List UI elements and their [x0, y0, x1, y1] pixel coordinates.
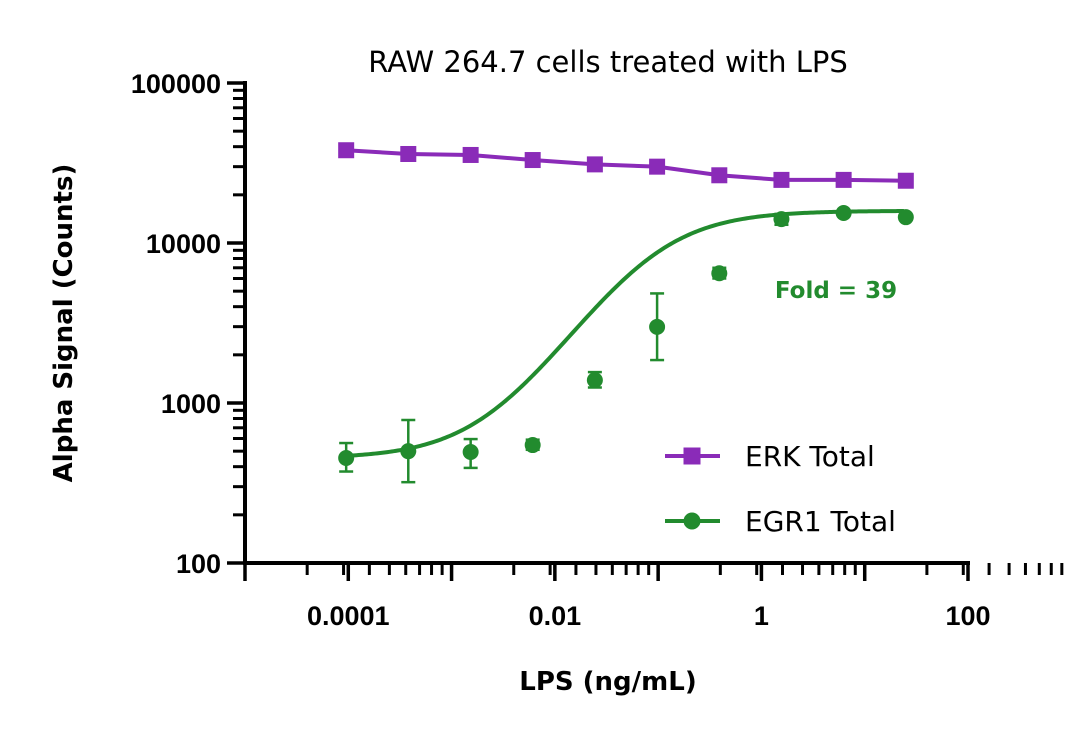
axes: 100 1000 10000 100000 0.0001 0.01 1 100 — [131, 69, 1064, 631]
erk-point — [835, 171, 852, 188]
y-tick-label: 1000 — [161, 389, 221, 419]
chart-title: RAW 264.7 cells treated with LPS — [368, 45, 848, 79]
plot-area — [338, 142, 914, 484]
legend-label-egr1: EGR1 Total — [745, 505, 896, 538]
erk-point — [586, 156, 603, 173]
y-axis-label: Alpha Signal (Counts) — [49, 164, 79, 483]
egr1-point — [773, 211, 790, 228]
x-tick-label: 0.01 — [529, 601, 582, 631]
erk-point — [897, 172, 914, 189]
erk-line — [346, 148, 906, 183]
y-tick-label: 100 — [176, 549, 221, 579]
erk-point — [338, 142, 355, 159]
erk-point — [400, 145, 417, 162]
egr1-point — [338, 450, 355, 467]
erk-point — [524, 152, 541, 169]
egr1-fit-curve — [346, 209, 904, 458]
legend-item-egr1: EGR1 Total — [665, 505, 896, 538]
x-tick-label: 1 — [754, 601, 769, 631]
egr1-point — [711, 265, 728, 282]
legend: ERK Total EGR1 Total — [665, 440, 896, 538]
egr1-point — [462, 444, 479, 461]
egr1-point — [897, 209, 914, 226]
y-tick-label: 100000 — [131, 69, 221, 99]
legend-item-erk: ERK Total — [665, 440, 875, 473]
x-tick-label: 100 — [945, 601, 990, 631]
egr1-point — [835, 204, 852, 221]
erk-point — [649, 158, 666, 175]
legend-marker-circle — [683, 512, 701, 530]
legend-marker-square — [683, 447, 701, 465]
legend-label-erk: ERK Total — [745, 440, 875, 473]
egr1-point — [649, 318, 666, 335]
x-axis-label: LPS (ng/mL) — [519, 667, 696, 697]
egr1-point — [400, 443, 417, 460]
erk-point — [711, 167, 728, 184]
fold-annotation: Fold = 39 — [775, 278, 897, 304]
y-tick-label: 10000 — [146, 229, 221, 259]
egr1-point — [586, 372, 603, 389]
erk-point — [773, 171, 790, 188]
egr1-point — [524, 437, 541, 454]
erk-point — [462, 146, 479, 163]
x-tick-label: 0.0001 — [307, 601, 390, 631]
